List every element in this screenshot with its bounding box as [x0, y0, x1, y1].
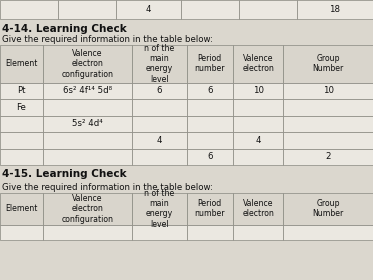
Bar: [186, 149, 233, 165]
Bar: [0, 225, 43, 240]
Bar: [43, 225, 132, 240]
Bar: [0, 149, 43, 165]
Text: Group
Number: Group Number: [313, 199, 344, 218]
Text: 2: 2: [326, 152, 331, 162]
Text: Fe: Fe: [16, 103, 26, 112]
Bar: [0, 193, 43, 225]
Bar: [283, 116, 373, 132]
Text: Valence
electron
configuration: Valence electron configuration: [62, 49, 114, 79]
Bar: [233, 132, 283, 149]
Text: 10: 10: [323, 86, 334, 95]
Text: 4: 4: [157, 136, 162, 145]
Bar: [43, 132, 132, 149]
Bar: [233, 83, 283, 99]
Text: 4-14. Learning Check: 4-14. Learning Check: [2, 24, 126, 34]
Bar: [233, 116, 283, 132]
Text: 6s² 4f¹⁴ 5d⁸: 6s² 4f¹⁴ 5d⁸: [63, 86, 112, 95]
Text: 4: 4: [145, 5, 151, 14]
Bar: [186, 99, 233, 116]
Bar: [0, 83, 43, 99]
Bar: [186, 193, 233, 225]
Bar: [186, 83, 233, 99]
Bar: [283, 83, 373, 99]
Bar: [283, 193, 373, 225]
Text: Period
number: Period number: [195, 54, 225, 73]
Bar: [132, 225, 186, 240]
Bar: [239, 0, 297, 19]
Bar: [132, 83, 186, 99]
Bar: [186, 45, 233, 83]
Text: Give the required information in the table below:: Give the required information in the tab…: [2, 35, 213, 44]
Text: 5s² 4d⁴: 5s² 4d⁴: [72, 119, 103, 129]
Text: Element: Element: [5, 59, 38, 68]
Text: Valence
electron: Valence electron: [242, 54, 274, 73]
Bar: [0, 99, 43, 116]
Text: Valence
electron
configuration: Valence electron configuration: [62, 194, 114, 224]
Text: Pt: Pt: [17, 86, 26, 95]
Bar: [0, 132, 43, 149]
Text: Give the required information in the table below:: Give the required information in the tab…: [2, 183, 213, 192]
Text: n of the
main
energy
level: n of the main energy level: [144, 44, 175, 84]
Bar: [283, 45, 373, 83]
Bar: [297, 0, 373, 19]
Bar: [58, 0, 116, 19]
Bar: [132, 99, 186, 116]
Text: 4-15. Learning Check: 4-15. Learning Check: [2, 169, 126, 179]
Bar: [233, 99, 283, 116]
Text: Group
Number: Group Number: [313, 54, 344, 73]
Bar: [233, 193, 283, 225]
Text: 18: 18: [329, 5, 340, 14]
Text: Period
number: Period number: [195, 199, 225, 218]
Bar: [43, 99, 132, 116]
Bar: [132, 149, 186, 165]
Bar: [283, 225, 373, 240]
Bar: [132, 116, 186, 132]
Text: 6: 6: [207, 86, 213, 95]
Bar: [132, 193, 186, 225]
Bar: [0, 116, 43, 132]
Text: Element: Element: [5, 204, 38, 213]
Bar: [233, 45, 283, 83]
Bar: [0, 45, 43, 83]
Bar: [181, 0, 239, 19]
Text: 6: 6: [207, 152, 213, 162]
Bar: [132, 45, 186, 83]
Bar: [116, 0, 181, 19]
Bar: [283, 99, 373, 116]
Bar: [0, 0, 58, 19]
Bar: [132, 132, 186, 149]
Bar: [43, 193, 132, 225]
Bar: [43, 149, 132, 165]
Bar: [283, 132, 373, 149]
Bar: [43, 45, 132, 83]
Text: 10: 10: [253, 86, 264, 95]
Text: n of the
main
energy
level: n of the main energy level: [144, 189, 175, 229]
Bar: [283, 149, 373, 165]
Bar: [233, 225, 283, 240]
Bar: [233, 149, 283, 165]
Bar: [43, 83, 132, 99]
Text: 4: 4: [256, 136, 261, 145]
Bar: [186, 225, 233, 240]
Bar: [186, 132, 233, 149]
Text: Valence
electron: Valence electron: [242, 199, 274, 218]
Text: 6: 6: [157, 86, 162, 95]
Bar: [43, 116, 132, 132]
Bar: [186, 116, 233, 132]
